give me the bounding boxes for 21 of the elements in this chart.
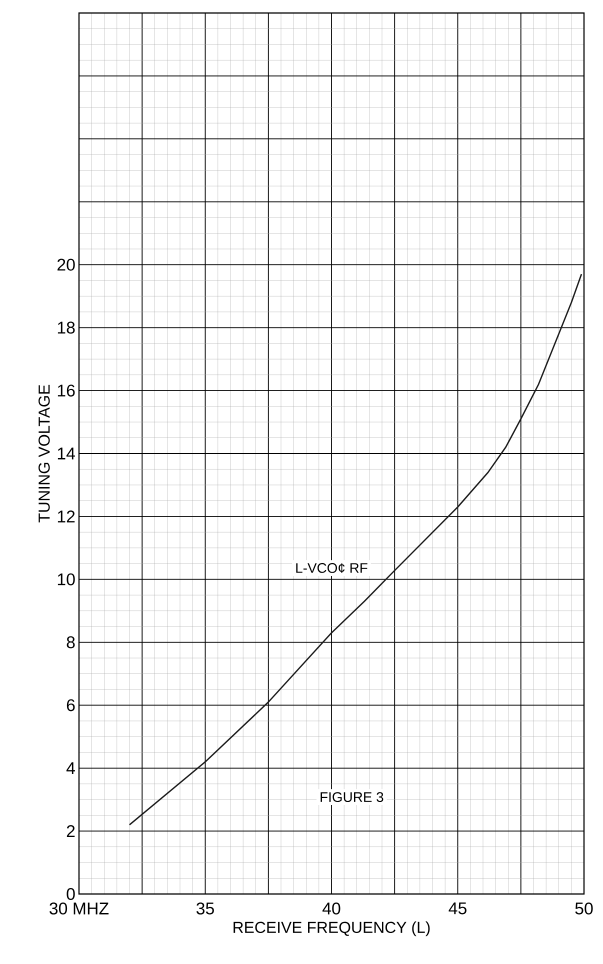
y-tick-label: 18 [58,322,75,334]
x-axis-title: RECEIVE FREQUENCY (L) [234,921,430,936]
annotation: FIGURE 3 [320,792,384,802]
y-tick-label: 10 [58,573,75,586]
y-tick-label: 2 [66,825,75,837]
x-tick-label: 50 [575,902,593,914]
x-tick-label: 35 [196,902,214,914]
y-tick-label: 8 [66,636,75,648]
y-axis-title: TUNING VOLTAGE [38,384,50,522]
x-tick-label: 30 MHZ [50,902,109,914]
y-tick-label: 12 [58,510,75,522]
y-tick-label: 14 [58,448,75,460]
annotation: L-VCO¢ RF [296,563,368,574]
x-tick-label: 45 [448,902,466,914]
y-tick-label: 4 [66,762,75,774]
x-tick-label: 40 [322,902,340,914]
y-tick-label: 20 [58,258,75,271]
line-series [128,273,582,826]
y-tick-label: 0 [66,888,75,900]
y-tick-label: 6 [66,699,75,712]
y-tick-label: 16 [58,384,75,397]
